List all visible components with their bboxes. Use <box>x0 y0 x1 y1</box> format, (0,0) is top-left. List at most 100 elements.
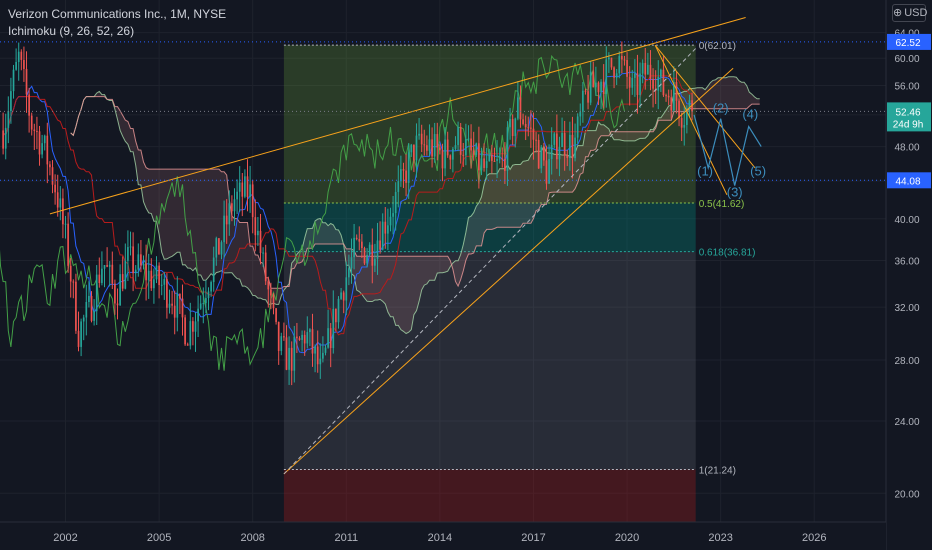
candle-body <box>459 127 462 155</box>
candle-body <box>595 82 597 88</box>
candle-body <box>678 100 680 119</box>
candle-body <box>124 260 127 289</box>
candle-body <box>220 242 223 255</box>
candle-body <box>67 223 69 266</box>
fib-level-label: 0(62.01) <box>699 41 736 52</box>
price-tick-label: 20.00 <box>894 489 919 500</box>
candle-body <box>493 160 496 162</box>
candle-body <box>675 82 678 101</box>
candle-body <box>556 133 558 160</box>
candle-body <box>576 116 579 138</box>
candle-body <box>613 67 615 78</box>
candle-body <box>12 69 15 92</box>
candle-body <box>111 264 114 284</box>
price-tick-label: 60.00 <box>894 54 919 65</box>
candle-body <box>496 159 498 161</box>
candle-body <box>368 244 371 255</box>
price-tick-label: 24.00 <box>894 417 919 428</box>
candle-body <box>332 308 335 349</box>
price-tick-label: 28.00 <box>894 356 919 367</box>
candle-body <box>116 303 119 306</box>
candles <box>2 41 693 386</box>
elliott-label: (3) <box>727 185 743 200</box>
candle-body <box>324 347 327 353</box>
candle-body <box>444 139 446 169</box>
candle-body <box>38 131 41 155</box>
lower-channel-line <box>283 67 734 475</box>
level-price-label: 44.08 <box>895 176 920 187</box>
candle-body <box>530 127 532 129</box>
candle-body <box>600 81 602 93</box>
candle-body <box>389 216 392 226</box>
candle-body <box>223 215 225 243</box>
time-axis-panel <box>0 522 886 550</box>
candle-body <box>257 230 259 236</box>
candle-body <box>272 295 275 309</box>
candle-body <box>80 321 82 347</box>
candle-body <box>314 346 316 354</box>
candle-body <box>20 51 23 60</box>
candle-body <box>205 298 207 304</box>
elliott-label: (5) <box>750 164 766 179</box>
candle-body <box>478 143 480 171</box>
candle-body <box>358 239 361 242</box>
candle-body <box>119 274 121 306</box>
candle-body <box>127 247 129 261</box>
candle-body <box>298 338 301 340</box>
candle-body <box>251 184 254 218</box>
candle-body <box>470 138 472 151</box>
time-axis[interactable]: 2002 2005 2008 2011 2014 2017 2020 2023 2026 <box>0 521 886 550</box>
candle-body <box>166 278 168 308</box>
candle-body <box>337 298 340 323</box>
candle-body <box>348 268 350 278</box>
candle-body <box>535 139 537 141</box>
candle-body <box>480 158 483 171</box>
candle-body <box>548 159 550 184</box>
price-axis[interactable]: 20.0024.0028.0032.0036.0040.0044.0048.00… <box>885 0 932 550</box>
time-tick-label: 2014 <box>428 532 452 544</box>
candle-body <box>353 237 355 258</box>
candle-body <box>410 144 413 153</box>
candle-body <box>150 270 153 289</box>
time-tick-label: 2020 <box>615 532 639 544</box>
candle-body <box>293 336 296 371</box>
candle-body <box>41 143 43 155</box>
currency-button[interactable]: ⊕ USD <box>892 4 927 22</box>
candle-body <box>363 248 366 264</box>
candle-body <box>33 129 36 131</box>
elliott-label: (4) <box>742 107 758 122</box>
level-price-tag <box>887 33 931 50</box>
candle-body <box>121 274 124 289</box>
candle-body <box>457 127 459 146</box>
candle-body <box>132 246 134 274</box>
candle-body <box>176 293 179 318</box>
candle-body <box>23 59 25 69</box>
candle-body <box>519 97 522 120</box>
indicator-legend[interactable]: Ichimoku (9, 26, 52, 26) <box>8 24 135 38</box>
candle-body <box>335 308 337 323</box>
candle-body <box>210 282 212 292</box>
candle-body <box>207 291 210 299</box>
candle-body <box>142 263 145 266</box>
candle-body <box>579 111 582 117</box>
fib-zone <box>283 203 696 252</box>
candle-body <box>82 317 85 322</box>
lock-icon: ⊕ <box>893 7 903 19</box>
candle-body <box>441 150 444 169</box>
candle-body <box>56 192 59 208</box>
candle-body <box>452 148 454 160</box>
candle-body <box>509 119 511 128</box>
candle-body <box>199 303 202 309</box>
candle-body <box>387 225 389 234</box>
span-a-line <box>70 76 760 335</box>
candle-body <box>454 145 457 149</box>
candle-body <box>72 281 75 283</box>
candle-body <box>327 328 329 348</box>
candle-body <box>75 281 77 331</box>
candle-body <box>563 132 566 156</box>
candle-body <box>433 134 436 157</box>
candle-body <box>301 334 303 340</box>
level-price-tag <box>887 172 931 189</box>
